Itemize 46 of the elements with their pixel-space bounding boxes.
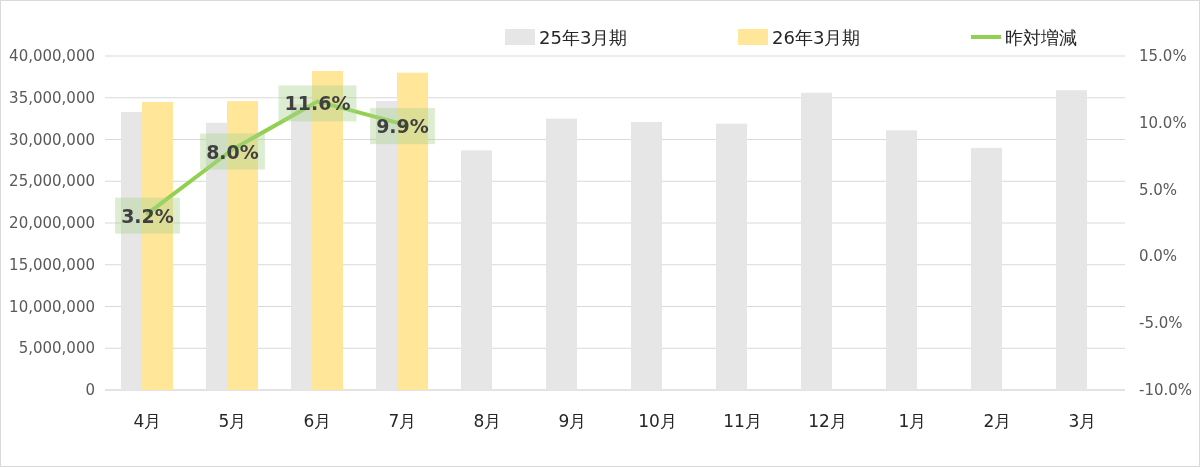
x-tick-label: 6月 <box>303 411 332 431</box>
y-tick-label: 5,000,000 <box>18 339 95 358</box>
y-tick-label: 25,000,000 <box>9 172 95 191</box>
y2-tick-label: 10.0% <box>1139 113 1187 132</box>
x-tick-label: 10月 <box>638 411 677 431</box>
bar <box>801 92 832 390</box>
x-tick-label: 1月 <box>898 411 927 431</box>
y-tick-label: 10,000,000 <box>9 297 95 316</box>
data-label: 11.6% <box>284 92 351 115</box>
x-tick-label: 12月 <box>808 411 847 431</box>
bar <box>631 121 662 390</box>
y2-tick-label: -5.0% <box>1139 314 1183 333</box>
legend-label: 昨対増減 <box>1005 27 1077 48</box>
label: 3.2% <box>115 197 180 234</box>
y-tick-label: 35,000,000 <box>9 88 95 107</box>
x-tick-label: 11月 <box>723 411 762 431</box>
x-tick-label: 9月 <box>558 411 587 431</box>
data-label: 3.2% <box>121 204 174 227</box>
x-tick-label: 4月 <box>133 411 162 431</box>
y-tick-label: 20,000,000 <box>9 214 95 232</box>
bar <box>546 118 577 390</box>
x-tick-label: 8月 <box>473 411 502 431</box>
y2-tick-label: -10.0% <box>1139 381 1193 399</box>
y2-tick-label: 5.0% <box>1139 180 1178 199</box>
bar <box>971 147 1002 390</box>
y-tick-label: 40,000,000 <box>9 47 95 65</box>
x-tick-label: 3月 <box>1068 411 1097 431</box>
x-tick-label: 5月 <box>218 411 247 431</box>
bar <box>716 123 747 390</box>
x-tick-label: 7月 <box>388 411 417 431</box>
bar <box>1056 90 1087 390</box>
y-tick-label: 30,000,000 <box>9 130 95 149</box>
legend-label: 26年3月期 <box>772 27 861 48</box>
data-label: 8.0% <box>206 140 259 163</box>
label: 9.9% <box>370 108 435 145</box>
y2-tick-label: 0.0% <box>1139 247 1178 266</box>
legend-label: 25年3月期 <box>539 27 628 48</box>
x-tick-label: 2月 <box>983 411 1012 431</box>
y-tick-label: 15,000,000 <box>9 255 95 274</box>
bar <box>461 150 492 390</box>
label: 8.0% <box>200 133 265 170</box>
bar <box>886 130 917 390</box>
y-tick-label: 0 <box>85 381 95 399</box>
y2-tick-label: 15.0% <box>1139 47 1187 65</box>
label: 11.6% <box>278 85 357 122</box>
data-label: 9.9% <box>376 115 429 138</box>
